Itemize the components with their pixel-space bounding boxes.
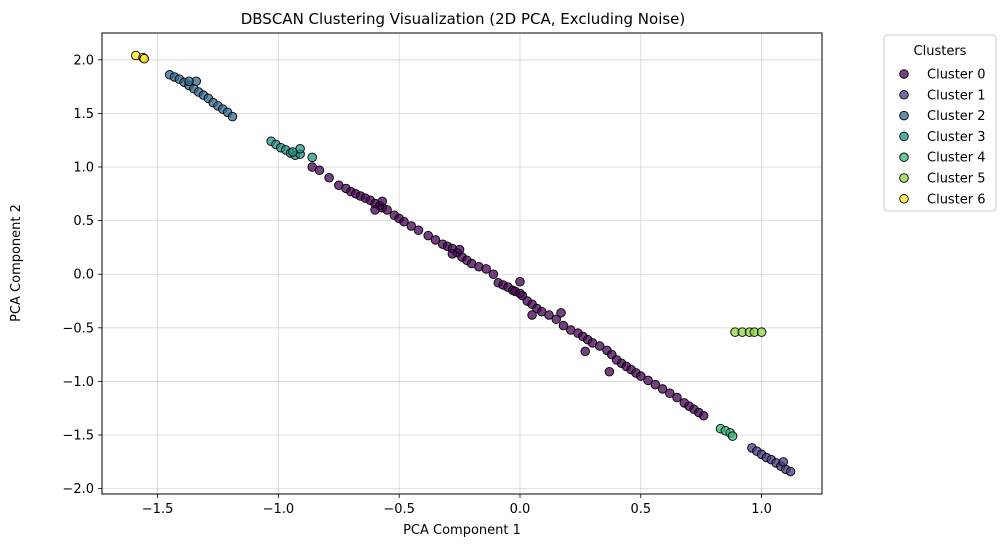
legend-label: Cluster 1 — [927, 88, 986, 103]
series-5 — [730, 327, 767, 337]
data-point — [488, 269, 499, 279]
legend-marker — [899, 69, 909, 79]
legend-label: Cluster 2 — [927, 109, 986, 124]
data-point — [665, 388, 675, 398]
series-1 — [747, 443, 796, 477]
data-point — [399, 216, 409, 227]
data-point — [527, 310, 537, 320]
legend-frame — [883, 34, 997, 212]
data-point — [227, 111, 238, 122]
y-tick-label: 0.5 — [73, 214, 94, 229]
data-point — [447, 249, 458, 259]
data-point — [288, 147, 298, 157]
data-point — [423, 230, 433, 241]
data-point — [324, 172, 334, 183]
data-point — [406, 221, 417, 231]
series-6 — [131, 50, 150, 64]
x-tick-label: 1.0 — [751, 502, 772, 517]
y-tick-label: −1.0 — [62, 375, 94, 390]
plot-frame — [101, 32, 823, 495]
y-tick-label: 1.5 — [73, 107, 94, 122]
y-tick-label: 2.0 — [73, 53, 94, 68]
series-0 — [307, 162, 709, 421]
data-point — [413, 225, 424, 236]
legend-title: Clusters — [914, 44, 967, 59]
legend-label: Cluster 3 — [927, 130, 986, 145]
data-point — [650, 379, 661, 390]
data-point — [382, 205, 392, 215]
legend-label: Cluster 5 — [927, 172, 986, 187]
grid — [102, 33, 822, 494]
data-point — [377, 196, 388, 207]
y-tick-label: −1.5 — [62, 429, 94, 444]
data-point — [580, 346, 590, 357]
legend-marker — [899, 152, 909, 162]
data-point — [481, 264, 491, 274]
data-point — [184, 76, 194, 86]
data-point — [785, 466, 796, 477]
data-point — [454, 244, 465, 255]
x-tick-label: −1.5 — [142, 502, 174, 517]
data-point — [727, 431, 738, 441]
legend-label: Cluster 4 — [927, 151, 986, 166]
data-point — [604, 367, 615, 377]
y-tick-label: 0.0 — [73, 268, 94, 283]
series-3 — [266, 136, 317, 163]
data-point — [756, 327, 767, 337]
legend-marker — [899, 173, 909, 183]
data-point — [698, 410, 709, 421]
data-point — [314, 165, 325, 175]
legend: Clusters Cluster 0 Cluster 1 Cluster 2 Clus… — [883, 34, 997, 212]
y-tick-label: −0.5 — [62, 321, 94, 336]
data-point — [558, 320, 569, 331]
x-tick-label: −0.5 — [383, 502, 415, 517]
data-points — [131, 50, 796, 477]
chart-title: DBSCAN Clustering Visualization (2D PCA,… — [241, 10, 686, 28]
data-point — [544, 310, 554, 320]
x-tick-label: −1.0 — [263, 502, 295, 517]
data-point — [778, 457, 789, 467]
series-4 — [715, 423, 738, 441]
data-point — [643, 375, 653, 386]
data-point — [430, 235, 441, 245]
data-point — [556, 308, 566, 318]
legend-marker — [899, 90, 909, 100]
data-point — [370, 205, 380, 215]
data-point — [515, 276, 525, 287]
data-point — [307, 152, 317, 163]
data-point — [551, 314, 561, 324]
legend-marker — [899, 194, 909, 204]
y-tick-label: 1.0 — [73, 161, 94, 176]
x-tick-label: 0.5 — [630, 502, 651, 517]
legend-label: Cluster 0 — [927, 68, 986, 83]
data-point — [672, 392, 682, 403]
data-point — [139, 53, 150, 64]
series-2 — [164, 70, 238, 122]
y-tick-label: −2.0 — [62, 482, 94, 497]
data-point — [657, 384, 668, 394]
y-axis-label: PCA Component 2 — [9, 204, 24, 322]
x-axis-ticks: −1.5 −1.0 −0.5 0.0 0.5 1.0 — [142, 494, 772, 517]
y-axis-ticks: −2.0 −1.5 −1.0 −0.5 0.0 0.5 1.0 1.5 2.0 — [62, 53, 102, 497]
legend-marker — [899, 131, 909, 142]
data-point — [594, 341, 605, 351]
legend-label: Cluster 6 — [927, 192, 986, 207]
x-axis-label: PCA Component 1 — [403, 523, 521, 538]
x-tick-label: 0.0 — [510, 502, 531, 517]
legend-marker — [899, 110, 909, 121]
data-point — [636, 371, 646, 381]
